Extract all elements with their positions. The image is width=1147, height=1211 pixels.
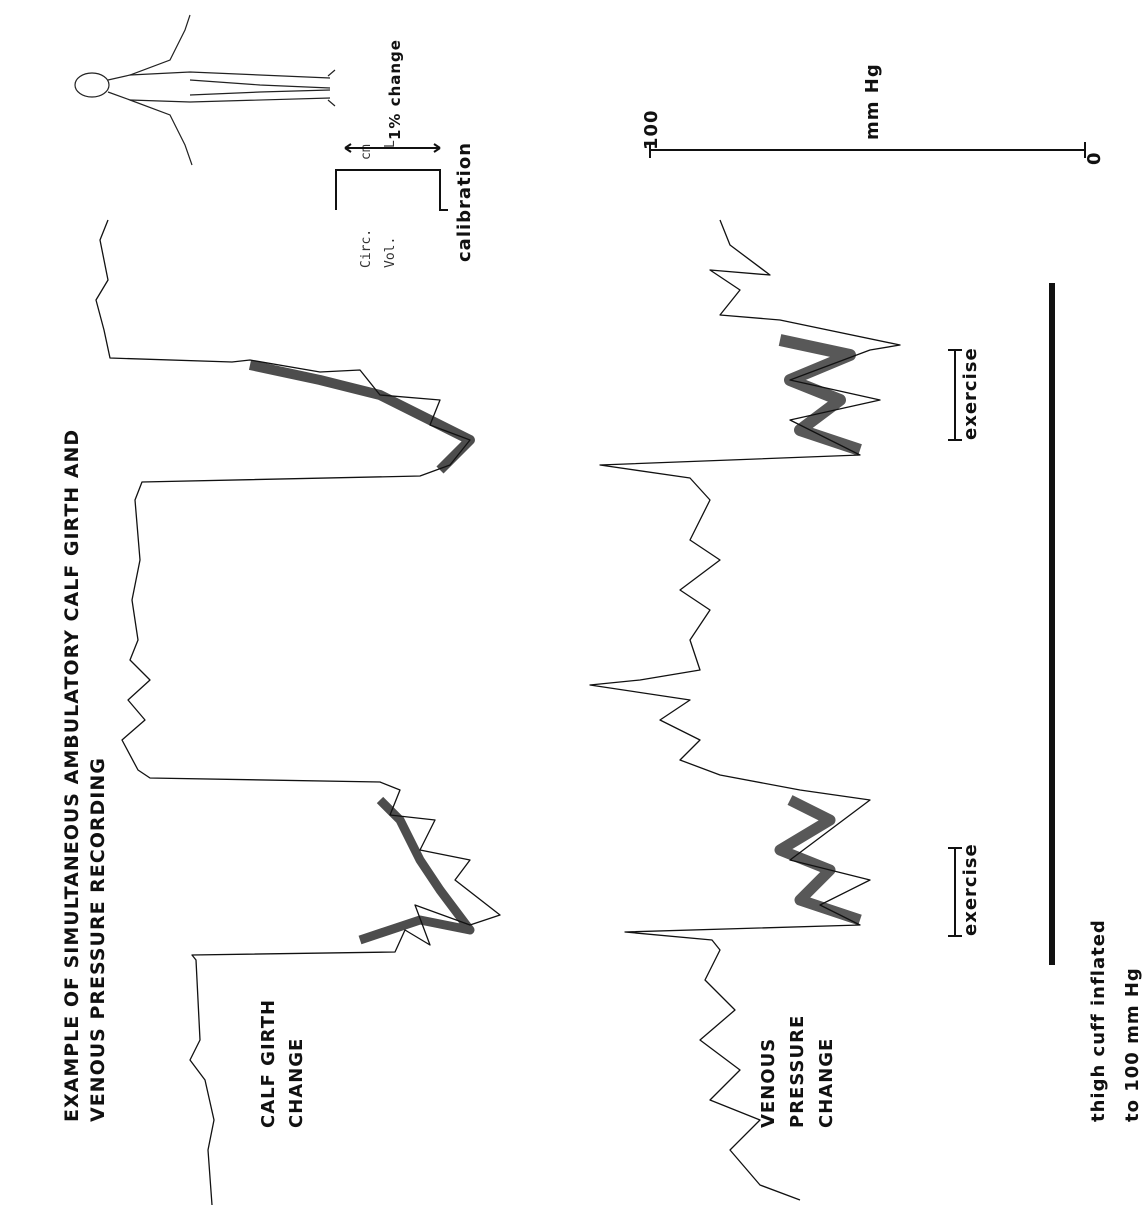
calibration-change: 1% change	[386, 39, 404, 140]
cuff-label: to 100 mm Hg	[1122, 967, 1143, 1122]
calibration-row: cm	[359, 144, 374, 160]
calibration-label: calibration	[454, 142, 475, 262]
scale-unit: mm Hg	[862, 63, 883, 140]
calibration-row: L	[383, 140, 398, 148]
exercise-label: exercise	[960, 347, 981, 440]
exercise-label: exercise	[960, 843, 981, 936]
trace-label: VENOUS	[758, 1038, 779, 1128]
trace-label: CHANGE	[816, 1038, 837, 1128]
title-line: VENOUS PRESSURE RECORDING	[87, 757, 109, 1122]
cuff-label: thigh cuff inflated	[1088, 919, 1109, 1122]
scale-label: 0	[1084, 151, 1105, 165]
calibration-row: Vol.	[383, 237, 398, 268]
title-line: EXAMPLE OF SIMULTANEOUS AMBULATORY CALF …	[61, 429, 83, 1122]
trace-label: PRESSURE	[787, 1015, 808, 1128]
background	[0, 0, 1147, 1211]
figure: EXAMPLE OF SIMULTANEOUS AMBULATORY CALF …	[0, 0, 1147, 1211]
trace-label: CHANGE	[286, 1038, 307, 1128]
calibration-row: Circ.	[359, 229, 374, 268]
scale-label: 100	[641, 109, 662, 150]
trace-label: CALF GIRTH	[258, 999, 279, 1128]
